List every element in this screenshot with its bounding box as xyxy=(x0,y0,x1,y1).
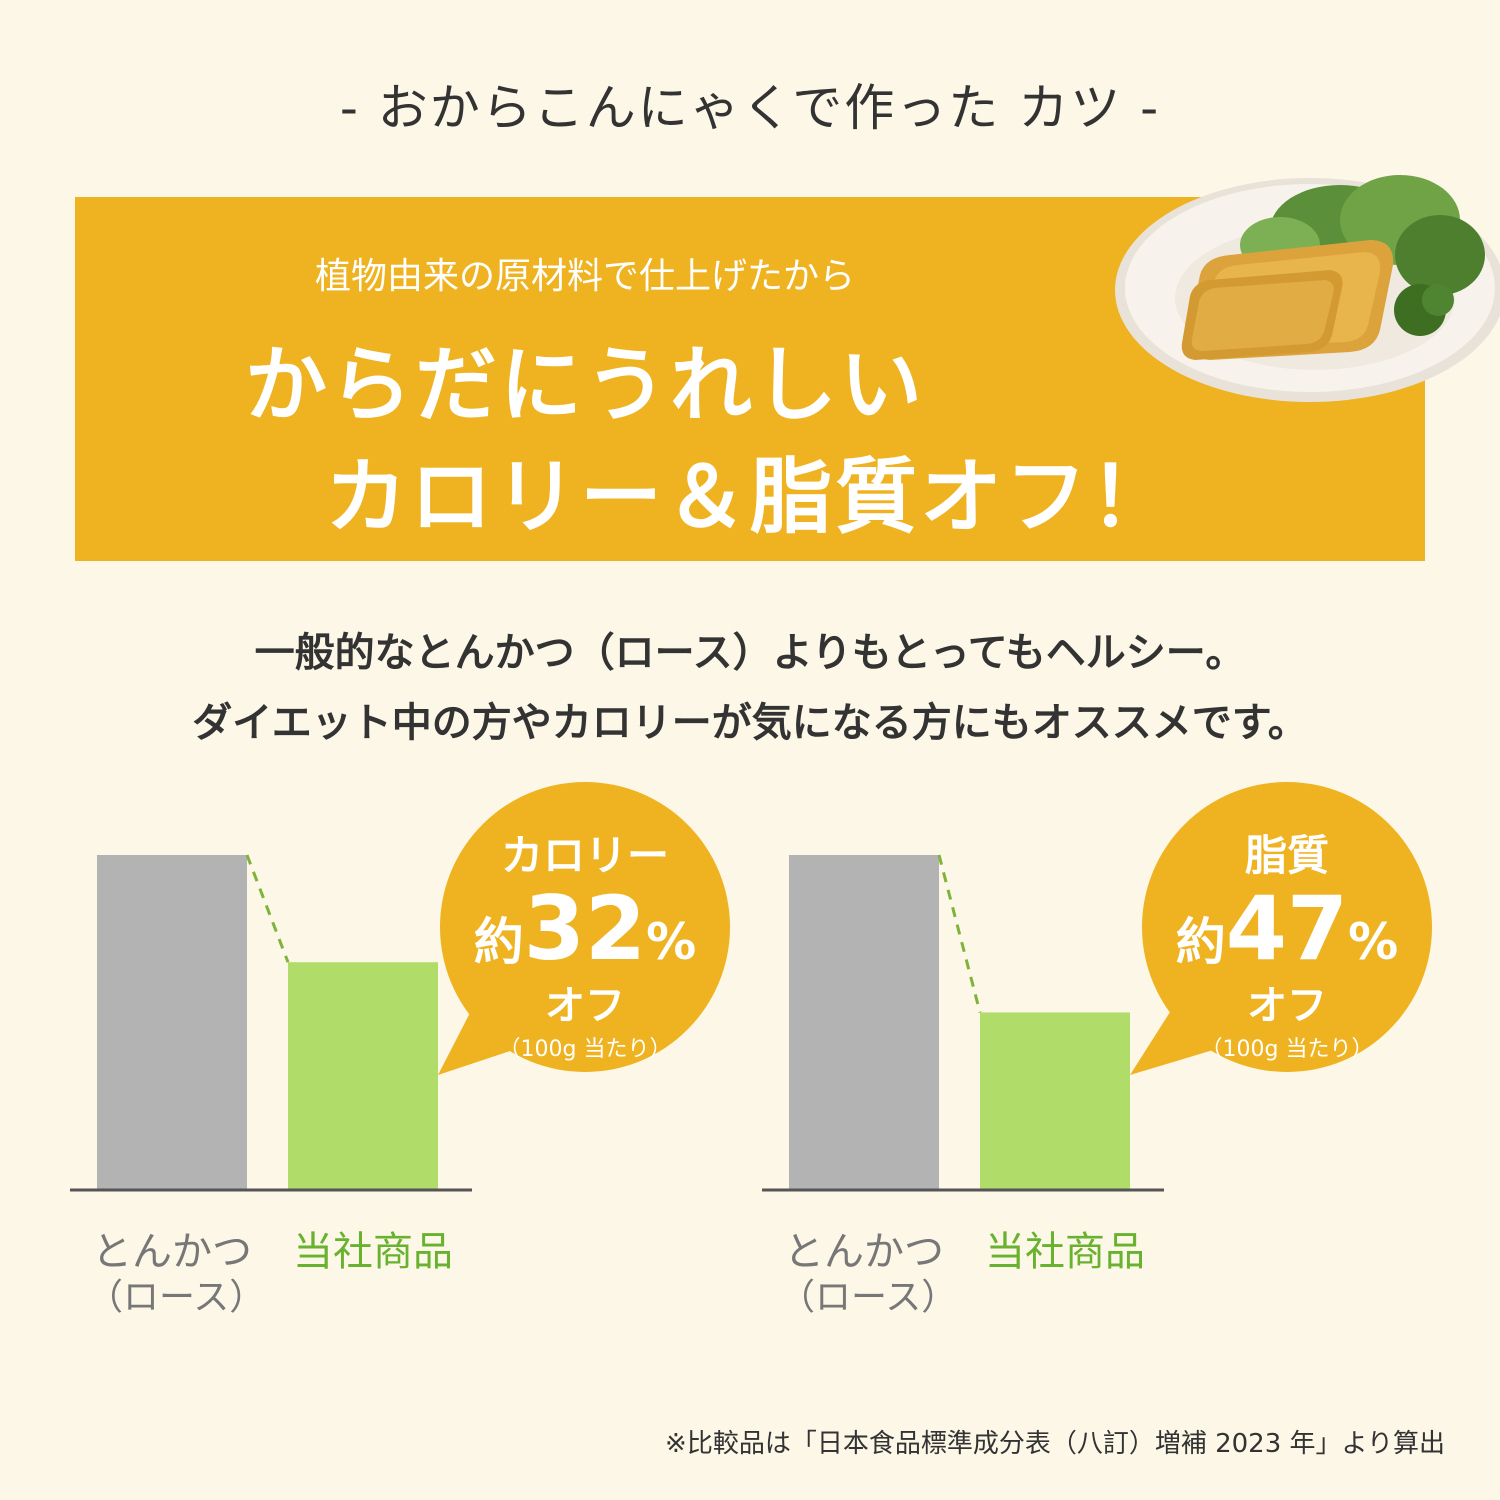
category-label-our-product: 当社商品 xyxy=(283,1228,463,1276)
reduction-connector xyxy=(937,854,982,1013)
callout-percentage: 約47% xyxy=(1147,885,1427,973)
page-title: - おからこんにゃくで作った カツ - xyxy=(339,79,1161,137)
bar-tonkatsu xyxy=(97,855,247,1190)
callout-text: カロリー約32% オフ （100g 当たり） xyxy=(445,822,725,1063)
callout-prefix: 約 xyxy=(1175,913,1226,971)
bar-our-product xyxy=(288,962,438,1190)
callout-suffix: オフ xyxy=(1247,983,1327,1029)
bar-tonkatsu xyxy=(789,855,939,1190)
category-label-line: 当社商品 xyxy=(293,1229,453,1275)
callout-prefix: 約 xyxy=(473,913,524,971)
callout-number: 32 xyxy=(523,877,647,980)
callout-note: （100g 当たり） xyxy=(498,1037,672,1062)
banner-headline-line1: からだにうれしい xyxy=(244,338,925,433)
category-label-line: （ロース） xyxy=(779,1277,958,1318)
callout-pointer xyxy=(1130,992,1237,1075)
callout-percentage: 約32% xyxy=(445,885,725,973)
category-label-tonkatsu: とんかつ （ロース） xyxy=(87,1228,266,1319)
footnote: ※比較品は「日本食品標準成分表（八訂）増補 2023 年」より算出 xyxy=(665,1429,1445,1459)
category-label-tonkatsu: とんかつ （ロース） xyxy=(779,1228,958,1319)
category-label-line: （ロース） xyxy=(87,1277,266,1318)
callout-unit: % xyxy=(646,913,697,971)
banner-subtitle: 植物由来の原材料で仕上げたから xyxy=(314,256,855,297)
category-label-our-product: 当社商品 xyxy=(975,1228,1155,1276)
banner-headline-line2: カロリー＆脂質オフ！ xyxy=(324,450,1175,545)
cutlet-image xyxy=(1181,240,1394,360)
callout-suffix: オフ xyxy=(545,983,625,1029)
callout-bubble xyxy=(1130,782,1432,1075)
description-line1: 一般的なとんかつ（ロース）よりもとってもヘルシー。 xyxy=(254,630,1246,676)
category-label-line: とんかつ xyxy=(784,1229,944,1275)
callout-number: 47 xyxy=(1225,877,1349,980)
category-label-line: 当社商品 xyxy=(985,1229,1145,1275)
callout-metric: 脂質 xyxy=(1244,831,1329,880)
description-line2: ダイエット中の方やカロリーが気になる方にもオススメです。 xyxy=(192,700,1308,746)
broccoli-image xyxy=(1394,284,1454,336)
callout-pointer xyxy=(438,992,535,1075)
callout-bubble xyxy=(438,782,730,1075)
bar-our-product xyxy=(980,1012,1130,1190)
callout-unit: % xyxy=(1348,913,1399,971)
reduction-connector xyxy=(245,854,290,963)
callout-text: 脂質 約47% オフ （100g 当たり） xyxy=(1147,822,1427,1063)
callout-circle xyxy=(440,782,730,1072)
callout-metric: カロリー xyxy=(500,831,669,880)
callout-circle xyxy=(1142,782,1432,1072)
food-plate-image xyxy=(1115,175,1500,402)
callout-note: （100g 当たり） xyxy=(1200,1037,1374,1062)
category-label-line: とんかつ xyxy=(92,1229,252,1275)
